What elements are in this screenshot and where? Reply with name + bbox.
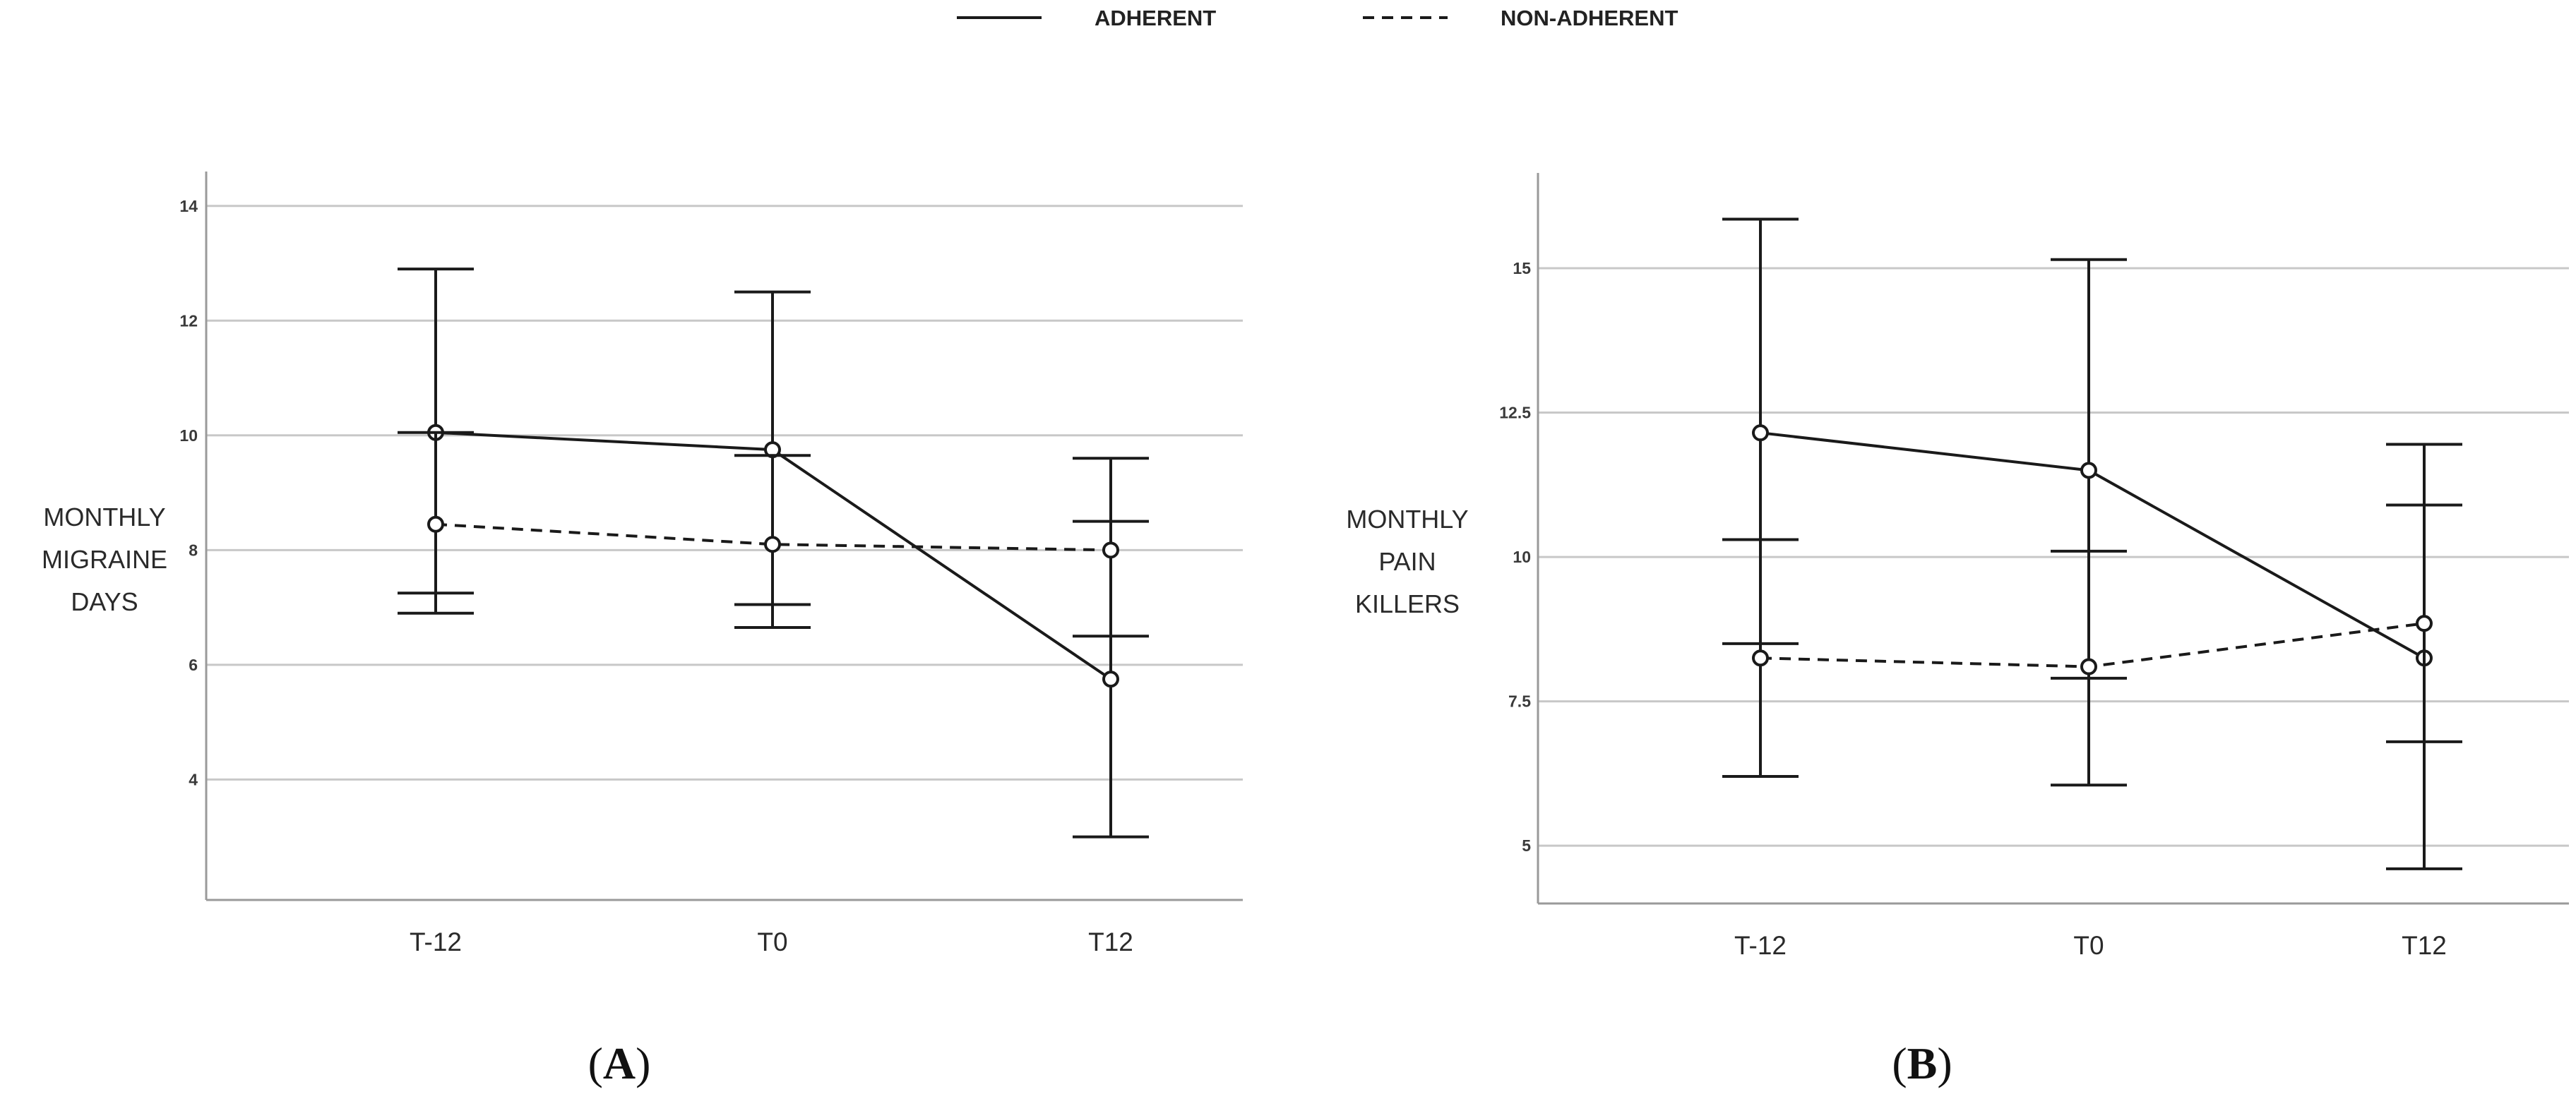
y-tick-label: 10 — [179, 426, 198, 445]
panel-a-ylabel-line-2: MIGRAINE — [42, 545, 167, 574]
y-tick-label: 14 — [179, 197, 198, 215]
y-tick-label: 7.5 — [1508, 692, 1531, 711]
y-tick-label: 12.5 — [1499, 404, 1531, 422]
panel-a-letter: A — [603, 1038, 636, 1088]
y-tick-label: 10 — [1513, 548, 1531, 566]
panel-a: 4 6 8 10 12 14 T-12 T0 T12 MONTHLY MIGRAINE DAYS… — [42, 172, 1243, 1088]
data-point-non-adherent — [1102, 541, 1119, 559]
panel-b-ylabel-line-3: KILLERS — [1355, 589, 1460, 618]
panel-b: 5 7.5 10 12.5 15 T-12 T0 T12 MONTHLY PAIN KILLE… — [1346, 173, 2569, 1088]
data-point-non-adherent — [764, 536, 781, 553]
panel-b-ylabel-line-1: MONTHLY — [1346, 505, 1468, 534]
y-tick-label: 15 — [1513, 259, 1531, 277]
panel-a-plot: 4 6 8 10 12 14 T-12 T0 T12 — [179, 172, 1243, 956]
y-tick-label: 12 — [179, 311, 198, 330]
x-tick-label: T12 — [2402, 931, 2447, 960]
x-tick-label: T-12 — [1734, 931, 1787, 960]
legend-adherent-label: ADHERENT — [1095, 6, 1216, 30]
x-tick-label: T12 — [1088, 927, 1133, 956]
y-tick-label: 6 — [189, 656, 198, 674]
panel-a-ylabel-line-3: DAYS — [71, 587, 138, 616]
panel-a-label: (A) — [588, 1038, 651, 1088]
series-line-non-adherent — [435, 522, 1111, 552]
data-point-non-adherent — [2080, 658, 2097, 675]
x-tick-label: T0 — [2073, 931, 2104, 960]
panel-b-label: (B) — [1892, 1038, 1952, 1088]
y-tick-label: 4 — [189, 770, 198, 788]
data-point-adherent — [1752, 424, 1769, 442]
data-point-non-adherent — [427, 515, 444, 533]
x-tick-label: T0 — [757, 927, 787, 956]
panel-b-ylabel-line-2: PAIN — [1378, 547, 1436, 576]
legend-non-adherent-label: NON-ADHERENT — [1501, 6, 1678, 30]
panel-a-ylabel-line-1: MONTHLY — [43, 503, 165, 532]
data-point-adherent — [1102, 671, 1119, 688]
y-tick-label: 8 — [189, 541, 198, 559]
panel-b-plot: 5 7.5 10 12.5 15 T-12 T0 T12 — [1499, 173, 2569, 960]
data-point-non-adherent — [1752, 649, 1769, 667]
data-point-non-adherent — [2416, 615, 2433, 632]
y-tick-label: 5 — [1522, 836, 1531, 855]
data-point-adherent — [2080, 462, 2097, 479]
x-tick-label: T-12 — [410, 927, 462, 956]
legend: ADHERENT NON-ADHERENT — [957, 6, 1678, 30]
panel-b-letter: B — [1907, 1038, 1938, 1088]
